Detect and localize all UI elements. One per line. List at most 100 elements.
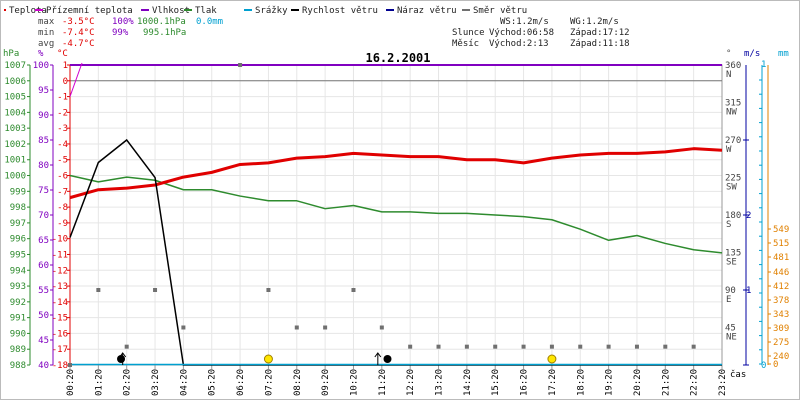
series-wind-dir-point	[351, 288, 356, 292]
stats-max-hum: 100%	[112, 17, 134, 27]
axis-hpa-label: 990	[10, 329, 26, 339]
axis-hpa-label: 989	[10, 345, 26, 355]
axis-x-label: 20:20	[633, 369, 643, 396]
arrow-head-icon	[374, 352, 382, 358]
series-wind-dir-point	[464, 344, 469, 349]
series-wind-dir-point	[493, 344, 498, 349]
axis-units: hPa % °C ° m/s mm čas	[3, 49, 789, 380]
axis-x-label: 07:20	[264, 369, 274, 396]
axis-temp-label: -9	[57, 219, 68, 229]
series-wind-dir-point	[266, 288, 271, 292]
legend-label: Teplota	[9, 6, 47, 16]
astro-info: WS:1.2m/s WG:1.2m/s Slunce Východ:06:58 …	[452, 17, 630, 49]
axis-hpa-label: 1000	[4, 172, 26, 182]
axis-hpa-label: 995	[10, 250, 26, 260]
wind-gust-info: WG:1.2m/s	[570, 17, 619, 27]
axis-illum-label: 275	[773, 338, 789, 348]
axis-temp-label: -5	[57, 156, 68, 166]
unit-pct: %	[38, 49, 44, 59]
axis-x-label: 22:20	[690, 369, 700, 396]
legend: Teplota Přízemní teplota Vlhkost Tlak Srážky…	[4, 6, 527, 16]
axis-temp-label: -16	[52, 329, 68, 339]
axis-hpa-label: 1005	[4, 93, 26, 103]
axis-temp-label: -3	[57, 124, 68, 134]
axis-temp-label: -14	[52, 298, 68, 308]
legend-label: Vlhkost	[152, 6, 190, 16]
axis-illum-label: 446	[773, 268, 789, 278]
series-wind-dir-point	[153, 288, 158, 292]
axis-illum-label: 481	[773, 253, 789, 263]
axis-x-label: 12:20	[406, 369, 416, 396]
unit-time: čas	[730, 369, 746, 380]
axis-hpa-label: 992	[10, 298, 26, 308]
axis-x-label: 03:20	[151, 369, 161, 396]
axis-dir-label: 135	[725, 249, 741, 259]
axis-temp-label: -13	[52, 282, 68, 292]
axis-dir-label: 225	[725, 174, 741, 184]
axis-illum-label: 412	[773, 282, 789, 292]
unit-ms: m/s	[744, 49, 760, 59]
axis-temp-label: -6	[57, 172, 68, 182]
axis-hpa-label: 994	[10, 266, 26, 276]
sunset-time: Západ:17:12	[570, 28, 630, 38]
axis-hpa-label: 1001	[4, 156, 26, 166]
moonset-time: Západ:11:18	[570, 39, 630, 49]
grid	[69, 64, 723, 366]
axis-x-label: 02:20	[123, 369, 133, 396]
axis-ms-label: 1	[746, 286, 751, 296]
axis-hpa-label: 999	[10, 187, 26, 197]
axis-illum-label: 343	[773, 310, 789, 320]
unit-mm: mm	[778, 49, 789, 59]
axis-hpa-label: 1004	[4, 108, 26, 118]
series-wind-dir-point	[436, 344, 441, 349]
series-wind-dir-point	[663, 344, 668, 349]
series-wind-dir-point	[606, 344, 611, 349]
sun-icon	[263, 354, 273, 364]
axis-hpa-label: 1007	[4, 61, 26, 71]
axis-dir-name: S	[726, 220, 731, 230]
unit-degc: °C	[57, 49, 68, 59]
legend-label: Rychlost větru	[302, 6, 378, 16]
stats-min-temp: -7.4°C	[62, 28, 95, 38]
axis-illum-label: 240	[773, 352, 789, 362]
series-wind-dir-point	[578, 344, 583, 349]
series-wind-dir-point	[408, 344, 413, 349]
axis-x-label: 13:20	[435, 369, 445, 396]
series-wind-dir-point	[238, 63, 243, 67]
wind-speed-info: WS:1.2m/s	[500, 17, 549, 27]
axis-temp-label: -15	[52, 314, 68, 324]
axis-dir-name: W	[726, 145, 732, 155]
axis-x-label: 04:20	[179, 369, 189, 396]
axis-hpa-label: 997	[10, 219, 26, 229]
axis-temp-label: 0	[63, 77, 68, 87]
axis-x-label: 10:20	[349, 369, 359, 396]
axis-x-label: 05:20	[208, 369, 218, 396]
series-wind-dir-point	[68, 363, 72, 367]
axis-temp-label: 1	[63, 61, 68, 71]
unit-deg: °	[726, 49, 731, 59]
series-wind-dir-point	[691, 344, 696, 349]
axis-pct-label: 50	[38, 311, 49, 321]
axis-dir-label: 360	[725, 61, 741, 71]
axis-pct-label: 60	[38, 261, 49, 271]
moon-icon	[117, 355, 126, 363]
series-wind-dir-point	[181, 325, 186, 330]
stats-block: max -3.5°C 100% 1000.1hPa 0.0mm min -7.4…	[38, 17, 223, 49]
stats-max-rain: 0.0mm	[196, 17, 223, 27]
axis-dir-label: 180	[725, 211, 741, 221]
legend-label: Srážky	[255, 6, 288, 16]
axis-dir-name: E	[726, 295, 731, 305]
series-wind-dir-point	[634, 344, 639, 349]
axis-hpa-label: 1002	[4, 140, 26, 150]
axis-x-label: 14:20	[463, 369, 473, 396]
axis-dir-name: N	[726, 70, 731, 80]
series-layer	[68, 62, 723, 367]
axis-hpa-label: 1003	[4, 124, 26, 134]
axis-illum-label: 549	[773, 225, 789, 235]
axis-pct-label: 70	[38, 211, 49, 221]
axis-pct-label: 40	[38, 361, 49, 371]
axis-pct-label: 80	[38, 161, 49, 171]
axis-x-label: 16:20	[520, 369, 530, 396]
stats-min-pres: 995.1hPa	[143, 28, 186, 38]
axis-pct-label: 75	[38, 186, 49, 196]
